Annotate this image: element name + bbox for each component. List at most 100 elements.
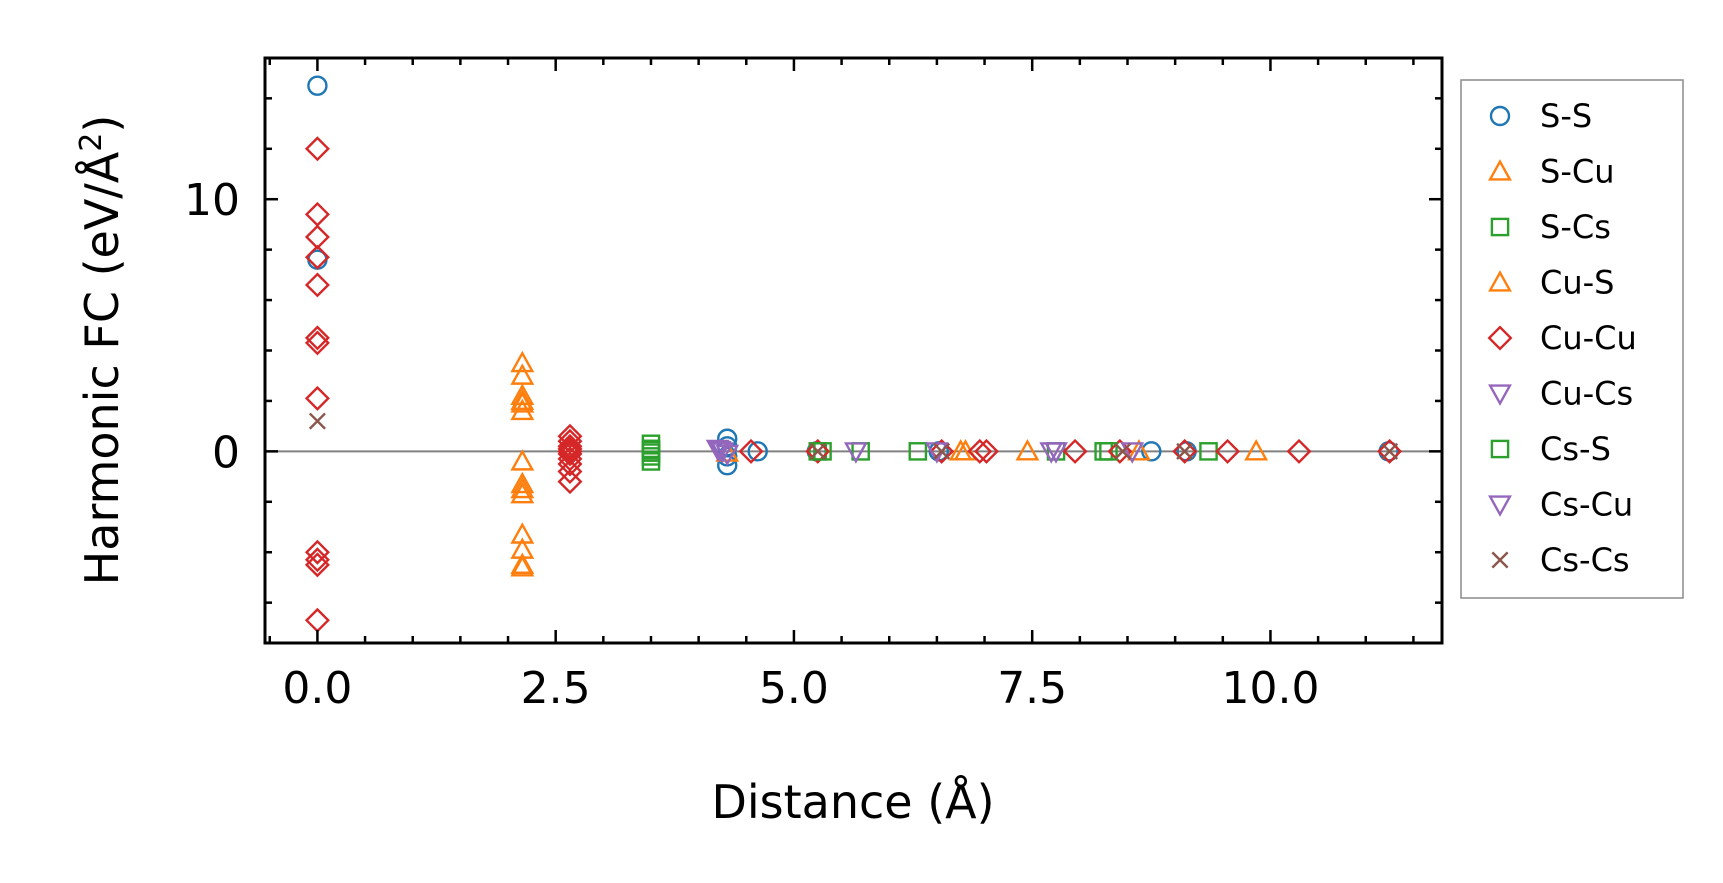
x-tick-label: 5.0 bbox=[759, 663, 829, 714]
data-point bbox=[1286, 438, 1312, 464]
legend-item: Cu-Cu bbox=[1487, 319, 1637, 357]
x-axis-title: Distance (Å) bbox=[711, 775, 994, 829]
legend: S-S S-Cu S-Cs Cu-S Cu-Cu Cu-Cs Cs-S Cs-Cu Cs-Cs bbox=[1460, 79, 1684, 599]
legend-label: Cu-Cu bbox=[1540, 319, 1637, 357]
y-axis-title-close: ) bbox=[75, 115, 129, 133]
data-point bbox=[738, 438, 764, 464]
y-tick-label: 0 bbox=[212, 427, 240, 478]
legend-marker bbox=[1488, 270, 1512, 292]
legend-label: Cs-Cs bbox=[1540, 541, 1630, 579]
data-point bbox=[805, 438, 831, 464]
data-point bbox=[510, 554, 535, 577]
data-point bbox=[304, 385, 330, 411]
data-point bbox=[908, 442, 928, 461]
data-point bbox=[929, 438, 955, 464]
data-point bbox=[510, 449, 535, 471]
y-axis-title-superscript: 2 bbox=[74, 133, 109, 152]
data-point bbox=[1244, 438, 1269, 461]
data-points bbox=[304, 75, 1403, 633]
x-tick-label: 0.0 bbox=[282, 663, 352, 714]
data-point bbox=[304, 547, 330, 573]
legend-label: Cs-S bbox=[1540, 430, 1611, 468]
data-point bbox=[510, 383, 535, 406]
legend-item: S-Cs bbox=[1490, 208, 1611, 246]
legend-marker bbox=[1488, 159, 1512, 181]
data-point bbox=[304, 136, 330, 162]
data-point bbox=[1126, 438, 1151, 461]
data-point bbox=[747, 441, 768, 462]
data-point bbox=[307, 75, 328, 96]
legend-marker bbox=[1490, 439, 1510, 459]
data-point bbox=[1039, 442, 1064, 464]
data-point bbox=[967, 438, 993, 464]
series-cs-cs bbox=[308, 412, 1399, 460]
legend-marker bbox=[1490, 217, 1510, 237]
y-axis-title: Harmonic FC (eV/Å2) bbox=[74, 115, 130, 586]
y-tick-label: 10 bbox=[184, 175, 240, 226]
data-point bbox=[557, 433, 583, 459]
data-point bbox=[510, 391, 535, 413]
data-point bbox=[707, 440, 732, 463]
plot-area-frame bbox=[263, 56, 1444, 645]
data-point bbox=[510, 471, 535, 494]
legend-label: Cs-Cu bbox=[1540, 486, 1633, 524]
data-point bbox=[304, 552, 330, 578]
legend-label: S-Cs bbox=[1540, 208, 1611, 246]
data-point bbox=[1172, 438, 1198, 464]
legend-item: Cs-Cs bbox=[1491, 541, 1630, 579]
tick-labels: 0.0 2.5 5.0 7.5 10.0 0 10 bbox=[184, 175, 1319, 714]
data-point bbox=[948, 438, 973, 461]
data-point bbox=[510, 388, 535, 411]
data-point bbox=[1141, 441, 1162, 462]
data-point bbox=[1099, 442, 1118, 461]
legend-label: Cu-Cs bbox=[1540, 375, 1633, 413]
data-point bbox=[510, 522, 535, 544]
legend-item: S-Cu bbox=[1488, 153, 1614, 191]
x-tick-label: 7.5 bbox=[997, 663, 1067, 714]
y-axis-title-main: Harmonic FC (eV/Å bbox=[75, 151, 129, 585]
legend-label: S-Cu bbox=[1540, 153, 1614, 191]
series-cs-s bbox=[641, 440, 1118, 462]
data-point bbox=[933, 442, 951, 460]
data-point bbox=[557, 451, 583, 477]
data-point bbox=[843, 442, 868, 464]
data-point bbox=[1015, 438, 1040, 461]
legend-marker bbox=[1487, 325, 1513, 351]
data-point bbox=[510, 476, 535, 499]
data-point bbox=[1120, 442, 1145, 464]
data-point bbox=[510, 350, 535, 373]
data-point bbox=[809, 442, 827, 460]
legend-label: S-S bbox=[1540, 97, 1592, 135]
series-cu-cu bbox=[304, 136, 1403, 633]
data-point bbox=[1114, 442, 1132, 460]
data-point bbox=[304, 330, 330, 356]
data-point bbox=[973, 438, 999, 464]
data-point bbox=[510, 552, 535, 574]
legend-item: S-S bbox=[1489, 97, 1592, 135]
legend-item: Cs-Cu bbox=[1488, 486, 1633, 524]
data-point bbox=[1176, 442, 1194, 460]
legend-marker bbox=[1488, 384, 1512, 406]
data-point bbox=[1215, 438, 1241, 464]
series-s-cu bbox=[510, 350, 1269, 574]
legend-marker bbox=[1491, 551, 1509, 569]
data-point bbox=[510, 481, 535, 504]
data-point bbox=[1381, 442, 1399, 460]
data-point bbox=[710, 442, 735, 464]
legend-marker bbox=[1489, 105, 1511, 127]
data-point bbox=[1377, 438, 1403, 464]
data-point bbox=[717, 455, 738, 476]
data-point bbox=[641, 443, 661, 462]
legend-marker bbox=[1488, 495, 1512, 517]
data-point bbox=[557, 441, 583, 467]
data-point bbox=[1062, 438, 1088, 464]
x-tick-label: 2.5 bbox=[521, 663, 591, 714]
legend-item: Cu-Cs bbox=[1488, 375, 1633, 413]
legend-label: Cu-S bbox=[1540, 264, 1614, 302]
data-point bbox=[557, 469, 583, 495]
data-point bbox=[304, 539, 330, 565]
data-point bbox=[813, 442, 832, 461]
legend-item: Cu-S bbox=[1488, 264, 1614, 302]
